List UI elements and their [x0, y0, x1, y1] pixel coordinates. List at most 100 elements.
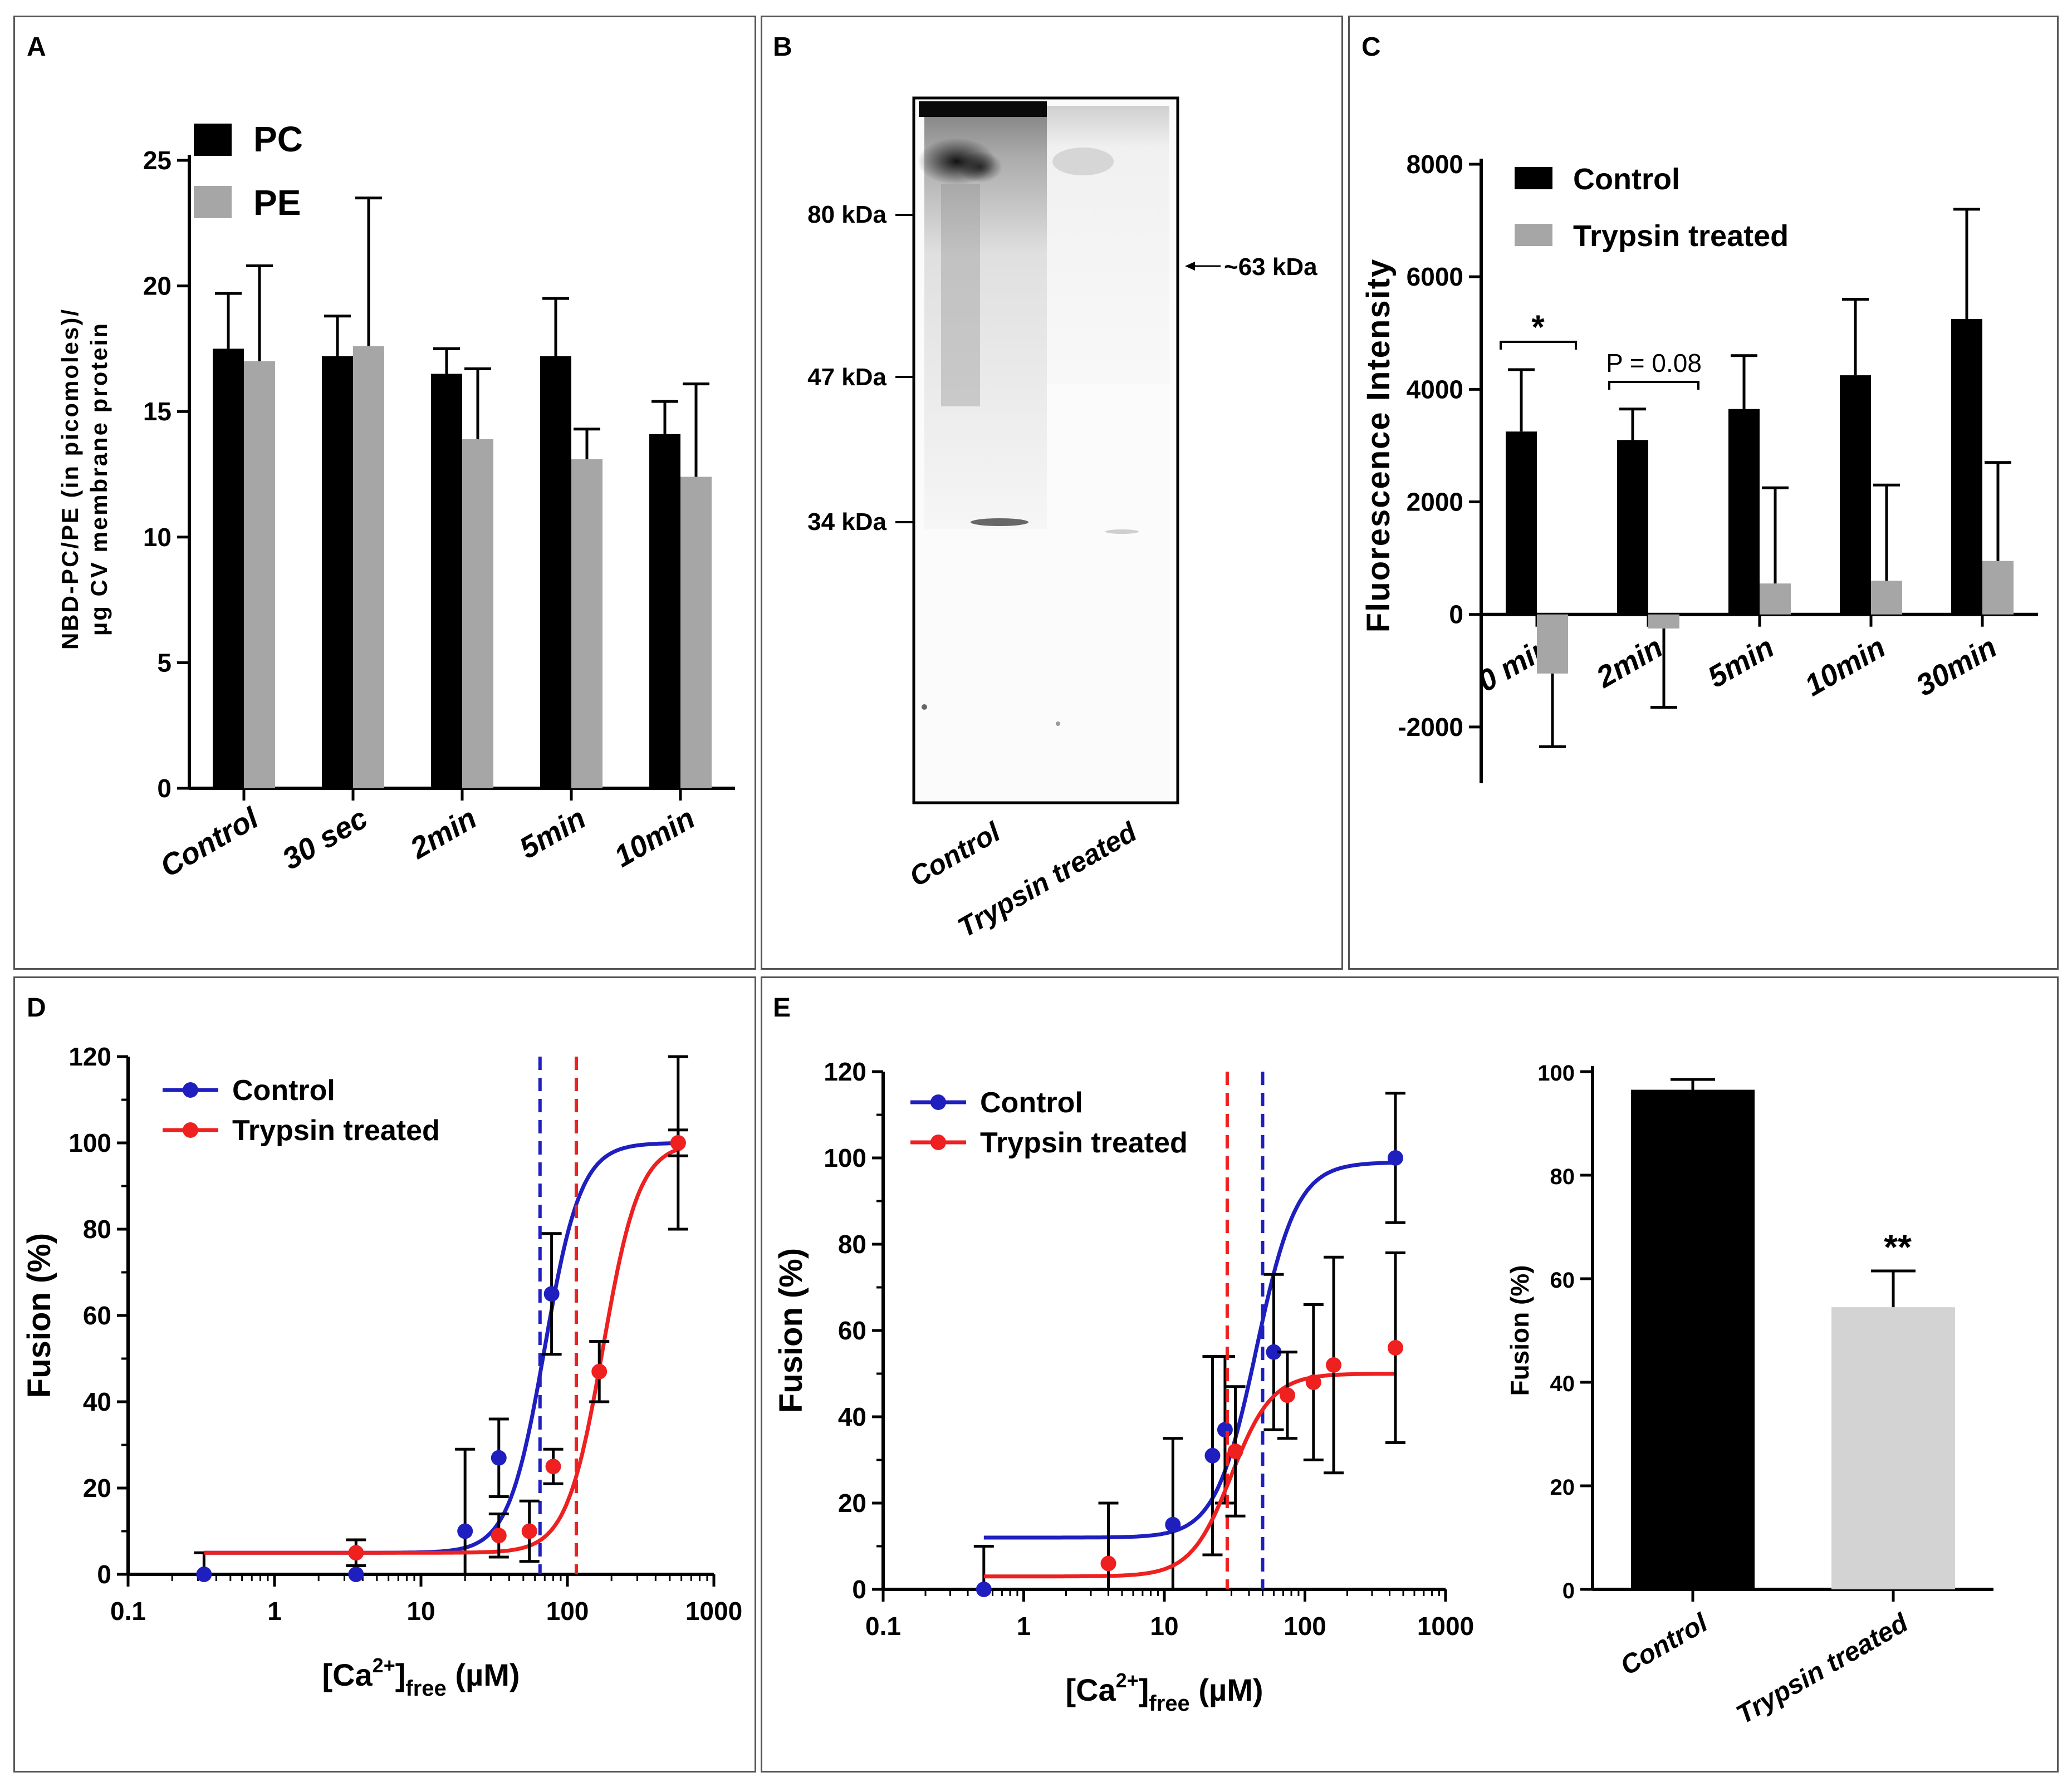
y-tick-label: 20 [1550, 1475, 1575, 1500]
y-tick-label: 60 [1550, 1268, 1575, 1293]
marker-34-label: 34 kDa [807, 508, 886, 536]
blot-faint-34kda [1105, 529, 1139, 534]
y-axis-title: Fusion (%) [773, 1248, 809, 1413]
chart-e-left: 0 20 40 60 80 100 120 0.1 1 10 100 1000 Fusion (%) [C… [773, 1057, 1474, 1716]
legend-label: Trypsin treated [980, 1127, 1188, 1159]
bar [1871, 581, 1902, 615]
panel-label-d: D [27, 993, 46, 1023]
bar [1982, 561, 2014, 615]
y-tick-label: 40 [83, 1387, 111, 1416]
y-tick-label: 20 [143, 272, 172, 301]
bar [1831, 1307, 1955, 1589]
y-axis-title-line-2: µg CV membrane protein [86, 322, 112, 636]
data-point [196, 1567, 212, 1582]
bar [1728, 409, 1760, 615]
blot-lane-trypsin-band [1052, 148, 1114, 175]
bar [540, 356, 571, 788]
data-point [976, 1582, 992, 1597]
x-axis-title: [Ca2+]free (µM) [322, 1654, 520, 1701]
data-point [545, 1459, 561, 1475]
data-point [491, 1528, 507, 1544]
y-tick-label: 6000 [1407, 262, 1463, 291]
y-tick-label: 0 [97, 1560, 111, 1589]
fit-curve [204, 1146, 682, 1555]
arrow-label: ~63 kDa [1224, 253, 1317, 281]
data-point [1217, 1422, 1233, 1438]
y-tick-label: 0 [852, 1575, 866, 1604]
bar [1617, 440, 1648, 615]
data-point [348, 1567, 364, 1582]
y-axis-title: Fusion (%) [21, 1233, 57, 1398]
bar [244, 361, 275, 788]
blot-top-band [919, 101, 1047, 117]
x-tick-label: 2min [1590, 630, 1668, 694]
y-tick-label: 120 [824, 1057, 866, 1086]
legend-marker [930, 1135, 946, 1150]
chart-e-right: 0 20 40 60 80 100 Control Trypsin treated Fusion… [1505, 1061, 1993, 1730]
bar [353, 346, 384, 788]
data-point [1100, 1555, 1116, 1572]
p-value-label: P = 0.08 [1606, 348, 1702, 377]
arrow-head-icon [1185, 262, 1195, 271]
legend-marker [183, 1082, 198, 1098]
x-tick-label: 2min [404, 801, 482, 865]
panel-label-c: C [1361, 32, 1381, 62]
legend-marker [930, 1094, 946, 1110]
blot-34kda-band [971, 518, 1028, 526]
y-tick-label: 80 [83, 1215, 111, 1244]
bar [1631, 1089, 1755, 1589]
data-point [1266, 1344, 1282, 1360]
panel-label-a: A [27, 32, 46, 62]
y-tick-label: 120 [68, 1042, 111, 1071]
x-tick-label: 10min [1799, 630, 1891, 703]
x-tick-label: 0.1 [865, 1612, 901, 1641]
panel-label-e: E [773, 993, 791, 1023]
y-tick-label: 2000 [1407, 488, 1463, 517]
legend-swatch-pc [194, 124, 232, 156]
legend-swatch-pe [194, 186, 232, 218]
x-tick-label: 5min [514, 801, 591, 865]
fit-curve [983, 1372, 1397, 1579]
legend-label-pc: PC [253, 119, 303, 159]
y-tick-label: 60 [838, 1316, 866, 1345]
blot-speck-2 [1056, 721, 1060, 726]
x-axis-title: [Ca2+]free (µM) [1065, 1669, 1263, 1716]
y-tick-label: 40 [1550, 1372, 1575, 1396]
bar [1537, 614, 1568, 674]
data-point [1387, 1340, 1403, 1356]
x-tick-label: 10 [406, 1597, 435, 1626]
significance-star: * [1531, 308, 1545, 346]
bar [649, 434, 680, 788]
data-point [1204, 1447, 1221, 1464]
y-tick-label: 4000 [1407, 375, 1463, 404]
y-tick-label: 15 [143, 397, 172, 426]
data-point [491, 1450, 507, 1466]
x-tick-label: 100 [546, 1597, 589, 1626]
data-point [543, 1286, 560, 1302]
x-tick-label: 10min [609, 801, 701, 873]
data-point [1227, 1444, 1243, 1459]
data-point [521, 1523, 537, 1539]
panel-d [13, 976, 756, 1773]
x-tick-label: 10 [1150, 1612, 1178, 1641]
x-tick-label: Control [155, 801, 264, 883]
x-tick-label: 5min [1702, 630, 1780, 694]
lane-label-control: Control [904, 816, 1006, 892]
y-tick-label: 10 [143, 523, 172, 552]
y-tick-label: 0 [1449, 600, 1463, 629]
y-tick-label: 60 [83, 1301, 111, 1330]
y-tick-label: 8000 [1407, 150, 1463, 179]
legend-marker [183, 1122, 198, 1138]
x-tick-label: 30min [1911, 630, 2002, 703]
western-blot: 80 kDa 47 kDa 34 kDa ~63 kDa Control Try… [807, 96, 1317, 944]
data-point [1165, 1516, 1181, 1533]
y-axis-title: Fluorescence Intensity [1360, 258, 1397, 633]
y-tick-label: 100 [824, 1143, 866, 1172]
bar [571, 459, 603, 788]
bar [1840, 375, 1871, 615]
y-tick-label: 20 [83, 1474, 111, 1503]
y-tick-label: 0 [157, 774, 172, 803]
data-point [1387, 1150, 1403, 1166]
y-tick-label: 20 [838, 1489, 866, 1518]
bar [462, 439, 493, 788]
